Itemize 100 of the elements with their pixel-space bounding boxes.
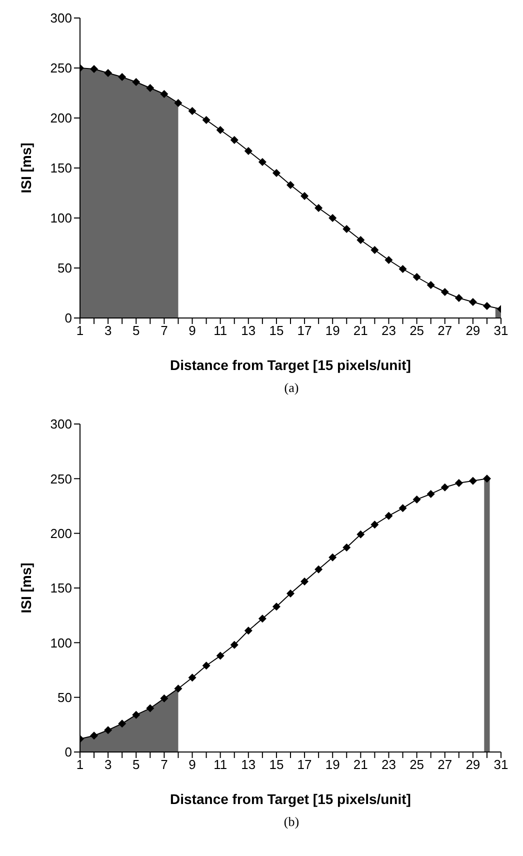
y-axis-title: ISI [ms] [18,142,34,194]
point [398,265,407,273]
x-tick-label: 15 [269,757,284,772]
point [356,236,365,244]
y-tick-label: 250 [50,471,72,486]
y-tick-label: 300 [50,416,72,432]
x-tick-label: 23 [382,323,396,338]
x-tick-label: 1 [76,323,84,338]
point [468,476,477,485]
point [300,192,309,200]
point [328,553,337,562]
x-tick-label: 29 [466,757,480,772]
point [118,73,126,81]
x-tick-label: 9 [188,757,196,772]
x-axis-title: Distance from Target [15 pixels/unit] [170,791,411,807]
point [370,246,379,254]
point [216,652,224,660]
point [342,225,351,233]
x-tick-label: 3 [104,757,112,772]
x-tick-label: 13 [241,757,256,772]
point [202,116,210,124]
point [90,732,98,740]
x-tick-label: 3 [104,323,112,338]
y-tick-label: 200 [50,526,72,541]
point [468,298,477,306]
x-tick-label: 21 [353,757,368,772]
y-tick-label: 300 [50,10,72,26]
x-tick-label: 27 [438,757,452,772]
x-tick-label: 5 [132,757,140,772]
x-tick-label: 7 [160,757,168,772]
point [356,530,365,538]
x-tick-label: 21 [353,323,368,338]
point [132,78,140,86]
point [174,99,182,107]
point [384,512,393,520]
point [412,273,421,281]
point [314,565,323,574]
point [482,474,491,483]
point [384,256,393,264]
point [90,65,98,73]
point [230,640,238,649]
point [426,490,435,498]
y-tick-label: 200 [50,110,72,126]
y-tick-label: 100 [50,635,72,650]
point [342,544,351,552]
point [258,614,266,623]
point [216,126,224,134]
y-tick-label: 150 [50,160,72,176]
x-tick-label: 15 [269,323,284,338]
x-tick-label: 31 [494,323,508,338]
point [300,577,309,586]
point [454,294,463,302]
y-tick-label: 50 [58,690,72,705]
text: (a) [283,380,300,396]
y-axis-title: ISI [ms] [18,562,34,614]
text: (b) [282,814,300,830]
point [398,504,407,512]
point [272,602,280,611]
point [440,483,449,492]
point [202,662,210,670]
point [286,589,294,598]
point [272,169,280,177]
point [132,710,140,719]
point [370,520,379,529]
point [104,69,112,77]
point [482,302,491,310]
y-tick-label: 50 [58,260,72,276]
point [174,684,182,693]
x-tick-label: 19 [325,323,340,338]
point [188,107,196,115]
x-tick-label: 17 [297,323,312,338]
point [314,204,323,212]
point [412,495,421,504]
x-tick-label: 13 [241,323,256,338]
y-tick-label: 150 [50,580,72,596]
x-tick-label: 19 [325,757,340,772]
point [440,288,449,296]
x-tick-label: 29 [466,323,480,338]
point [118,720,126,728]
point [146,704,154,712]
x-tick-label: 11 [214,757,228,772]
y-tick-label: 250 [50,60,72,76]
point [328,214,337,222]
x-tick-label: 23 [382,757,396,772]
x-tick-label: 9 [188,323,196,338]
x-tick-label: 17 [297,757,312,772]
point [146,84,154,92]
point [286,181,294,189]
y-tick-label: 0 [64,744,72,760]
point [244,626,252,635]
point [160,90,168,98]
point [454,479,463,488]
x-tick-label: 27 [438,323,452,338]
x-axis-title: Distance from Target [15 pixels/unit] [170,357,411,373]
point [426,281,435,289]
y-tick-label: 100 [50,210,72,226]
y-tick-label: 0 [64,310,72,326]
x-tick-label: 1 [76,757,84,772]
point [244,147,252,155]
x-tick-label: 11 [214,323,228,338]
